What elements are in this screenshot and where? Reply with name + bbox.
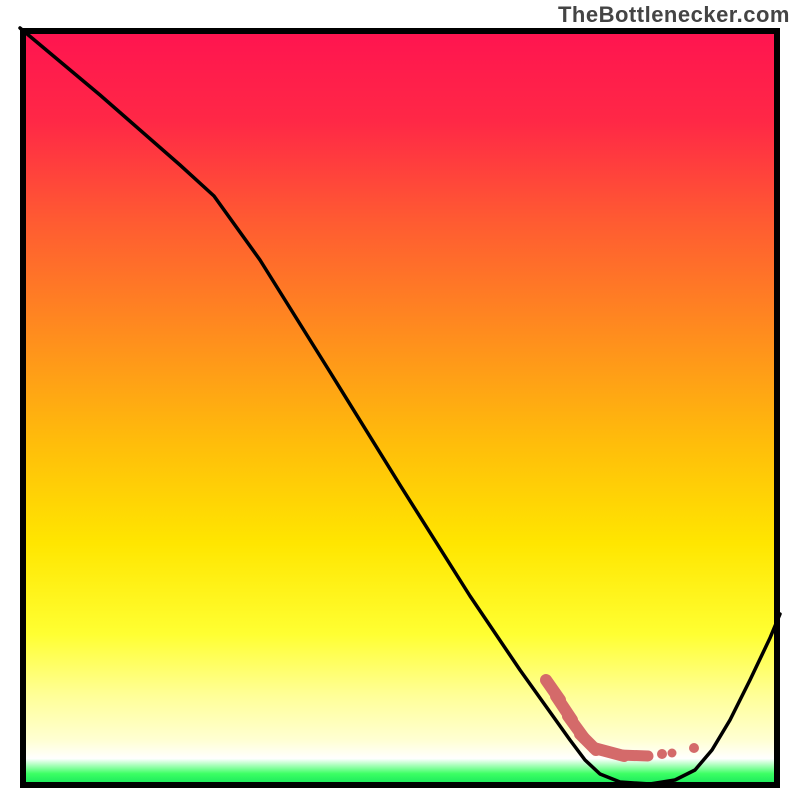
gradient-background xyxy=(23,31,777,785)
chart-container: TheBottlenecker.com xyxy=(0,0,800,800)
marker-dot xyxy=(657,749,667,759)
marker-segment xyxy=(620,755,648,756)
marker-dot xyxy=(689,743,699,753)
marker-dot xyxy=(668,749,677,758)
bottleneck-chart xyxy=(0,0,800,800)
watermark-text: TheBottlenecker.com xyxy=(558,2,790,28)
